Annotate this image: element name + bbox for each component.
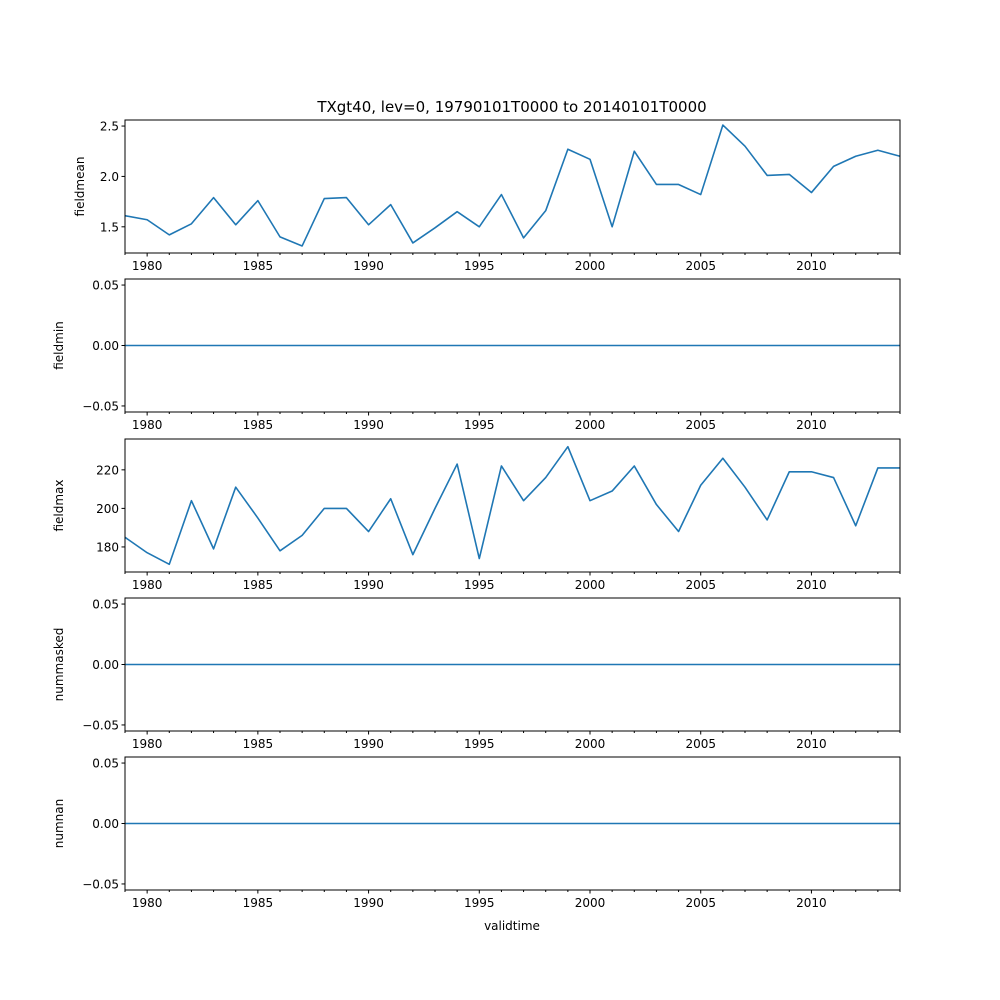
subplot-numnan: 1980 1985 1990 1995 2000 2005 2010 −0.05 0.00 0.0… bbox=[52, 756, 901, 910]
axes-frame-fieldmean bbox=[124, 119, 901, 254]
x-tick-label-1990: 1990 bbox=[353, 418, 384, 432]
x-tick-label-2010: 2010 bbox=[796, 737, 827, 751]
subplots-container: 1980 1985 1990 1995 2000 2005 2010 1.5 2.0 2.5 fie… bbox=[52, 119, 901, 910]
axes-frame-fieldmax bbox=[124, 438, 901, 573]
y-tick-label-numnan-0: −0.05 bbox=[82, 877, 119, 891]
y-tick-label-fieldmean-1: 2.0 bbox=[100, 170, 119, 184]
x-tick-label-1995: 1995 bbox=[464, 737, 495, 751]
y-tick-label-fieldmin-0: −0.05 bbox=[82, 399, 119, 413]
x-tick-label-1980: 1980 bbox=[132, 259, 163, 273]
x-tick-label-1985: 1985 bbox=[243, 737, 274, 751]
series-line-fieldmax bbox=[124, 445, 900, 566]
subplot-fieldmax: 1980 1985 1990 1995 2000 2005 2010 180 200 220 fie… bbox=[52, 438, 901, 592]
x-tick-label-1980: 1980 bbox=[132, 896, 163, 910]
x-tick-label-1990: 1990 bbox=[353, 896, 384, 910]
x-tick-label-2005: 2005 bbox=[685, 259, 716, 273]
series-line-fieldmean bbox=[124, 124, 901, 247]
x-tick-label-2000: 2000 bbox=[575, 418, 606, 432]
x-tick-label-2010: 2010 bbox=[796, 418, 827, 432]
x-tick-label-1985: 1985 bbox=[243, 578, 274, 592]
x-tick-label-1995: 1995 bbox=[464, 418, 495, 432]
chart-title: TXgt40, lev=0, 19790101T0000 to 20140101… bbox=[316, 98, 706, 116]
x-tick-label-2010: 2010 bbox=[796, 896, 827, 910]
x-tick-label-2000: 2000 bbox=[575, 259, 606, 273]
x-tick-label-1995: 1995 bbox=[464, 896, 495, 910]
y-tick-label-fieldmax-2: 220 bbox=[96, 463, 119, 477]
y-tick-label-fieldmax-0: 180 bbox=[96, 540, 119, 554]
x-tick-label-2005: 2005 bbox=[685, 578, 716, 592]
y-tick-label-nummasked-2: 0.05 bbox=[92, 598, 119, 612]
y-tick-label-numnan-1: 0.00 bbox=[92, 817, 119, 831]
x-tick-label-1980: 1980 bbox=[132, 418, 163, 432]
x-tick-label-1995: 1995 bbox=[464, 578, 495, 592]
y-tick-label-fieldmax-1: 200 bbox=[96, 502, 119, 516]
y-tick-label-fieldmin-2: 0.05 bbox=[92, 279, 119, 293]
x-tick-label-1980: 1980 bbox=[132, 737, 163, 751]
x-tick-label-1985: 1985 bbox=[243, 896, 274, 910]
x-tick-label-2010: 2010 bbox=[796, 578, 827, 592]
x-axis-label: validtime bbox=[484, 919, 540, 933]
x-tick-label-1995: 1995 bbox=[464, 259, 495, 273]
y-axis-label-fieldmean: fieldmean bbox=[73, 157, 87, 217]
x-tick-label-2010: 2010 bbox=[796, 259, 827, 273]
y-axis-label-numnan: numnan bbox=[52, 799, 66, 848]
y-tick-label-fieldmean-2: 2.5 bbox=[100, 120, 119, 134]
x-tick-label-1980: 1980 bbox=[132, 578, 163, 592]
y-axis-label-nummasked: nummasked bbox=[52, 628, 66, 702]
x-tick-label-2005: 2005 bbox=[685, 896, 716, 910]
x-tick-label-2000: 2000 bbox=[575, 896, 606, 910]
y-tick-label-nummasked-1: 0.00 bbox=[92, 658, 119, 672]
x-tick-label-2005: 2005 bbox=[685, 418, 716, 432]
y-tick-label-nummasked-0: −0.05 bbox=[82, 718, 119, 732]
x-tick-label-1985: 1985 bbox=[243, 418, 274, 432]
y-tick-label-fieldmin-1: 0.00 bbox=[92, 339, 119, 353]
x-tick-label-1990: 1990 bbox=[353, 259, 384, 273]
subplot-fieldmin: 1980 1985 1990 1995 2000 2005 2010 −0.05 0.00 0.0… bbox=[52, 278, 901, 432]
subplot-fieldmean: 1980 1985 1990 1995 2000 2005 2010 1.5 2.0 2.5 fie… bbox=[73, 119, 901, 273]
y-axis-label-fieldmax: fieldmax bbox=[52, 479, 66, 531]
subplot-nummasked: 1980 1985 1990 1995 2000 2005 2010 −0.05 0.00 0.0… bbox=[52, 597, 901, 751]
y-axis-label-fieldmin: fieldmin bbox=[52, 321, 66, 370]
x-tick-label-2000: 2000 bbox=[575, 737, 606, 751]
x-tick-label-2005: 2005 bbox=[685, 737, 716, 751]
y-tick-label-fieldmean-0: 1.5 bbox=[100, 220, 119, 234]
x-tick-label-1985: 1985 bbox=[243, 259, 274, 273]
x-tick-label-2000: 2000 bbox=[575, 578, 606, 592]
x-tick-label-1990: 1990 bbox=[353, 578, 384, 592]
x-tick-label-1990: 1990 bbox=[353, 737, 384, 751]
y-tick-label-numnan-2: 0.05 bbox=[92, 757, 119, 771]
